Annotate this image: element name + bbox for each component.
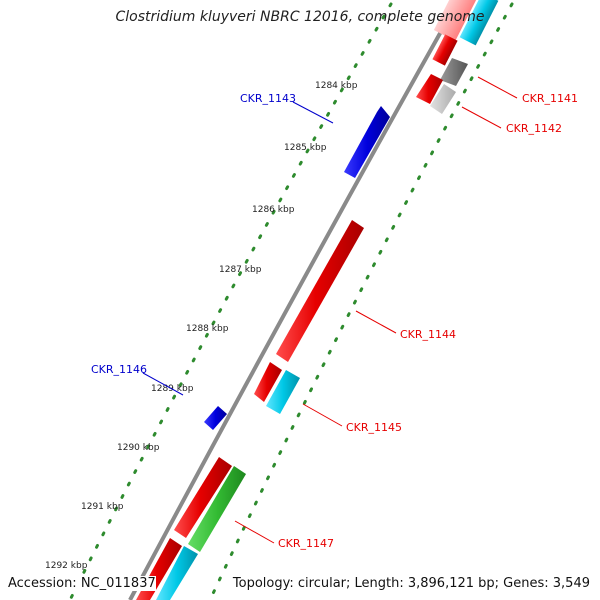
accession-text: Accession: NC_011837 <box>8 576 156 591</box>
top-cyan-feature <box>459 0 499 46</box>
genome-backbone <box>128 11 454 600</box>
gene-ckr-1144[interactable] <box>276 220 364 362</box>
leader-line-ckr-1147 <box>234 520 275 544</box>
gene-label-ckr-1142[interactable]: CKR_1142 <box>506 122 562 135</box>
tick-label: 1284 kbp <box>315 81 358 91</box>
gene-ckr-1143[interactable] <box>344 106 390 178</box>
gene-label-ckr-1147[interactable]: CKR_1147 <box>278 537 334 550</box>
tick-label: 1286 kbp <box>252 205 295 215</box>
gene-label-ckr-1141[interactable]: CKR_1141 <box>522 92 578 105</box>
outer-tick-track <box>208 2 514 600</box>
gene-ckr-1141-gray[interactable] <box>440 58 468 86</box>
tick-label: 1287 kbp <box>219 265 262 275</box>
tick-label: 1290 kbp <box>117 443 160 453</box>
top-pink-feature <box>433 0 477 41</box>
tick-label: 1288 kbp <box>186 324 229 334</box>
gene-label-ckr-1144[interactable]: CKR_1144 <box>400 328 456 341</box>
gene-ckr-1147-red[interactable] <box>174 457 232 538</box>
gene-ckr-1142[interactable] <box>430 84 456 114</box>
leader-line-ckr-1143 <box>292 101 334 124</box>
tick-label: 1291 kbp <box>81 502 124 512</box>
gene-ckr-1147-green[interactable] <box>188 466 246 552</box>
leader-line-ckr-1146 <box>142 372 184 396</box>
gene-label-ckr-1143[interactable]: CKR_1143 <box>240 92 296 105</box>
gene-ckr-1146[interactable] <box>204 406 227 430</box>
topology-summary: Topology: circular; Length: 3,896,121 bp… <box>232 576 590 591</box>
map-title: Clostridium kluyveri NBRC 12016, complet… <box>115 9 485 25</box>
gene-label-ckr-1145[interactable]: CKR_1145 <box>346 421 402 434</box>
gene-ckr-1145-red[interactable] <box>254 362 282 402</box>
inner-tick-track <box>68 2 393 600</box>
gene-ckr-1141-red[interactable] <box>416 74 443 104</box>
leader-line-ckr-1145 <box>302 403 343 427</box>
leader-line-ckr-1141 <box>477 76 518 99</box>
gene-ckr-1145-cyan[interactable] <box>266 370 300 414</box>
leader-line-ckr-1142 <box>461 106 502 129</box>
leader-line-ckr-1144 <box>355 310 397 334</box>
top-red-feature <box>432 34 458 66</box>
tick-label: 1292 kbp <box>45 561 88 571</box>
tick-label: 1285 kbp <box>284 143 327 153</box>
bottom-cyan-feature <box>156 546 198 600</box>
gene-label-ckr-1146[interactable]: CKR_1146 <box>91 363 147 376</box>
